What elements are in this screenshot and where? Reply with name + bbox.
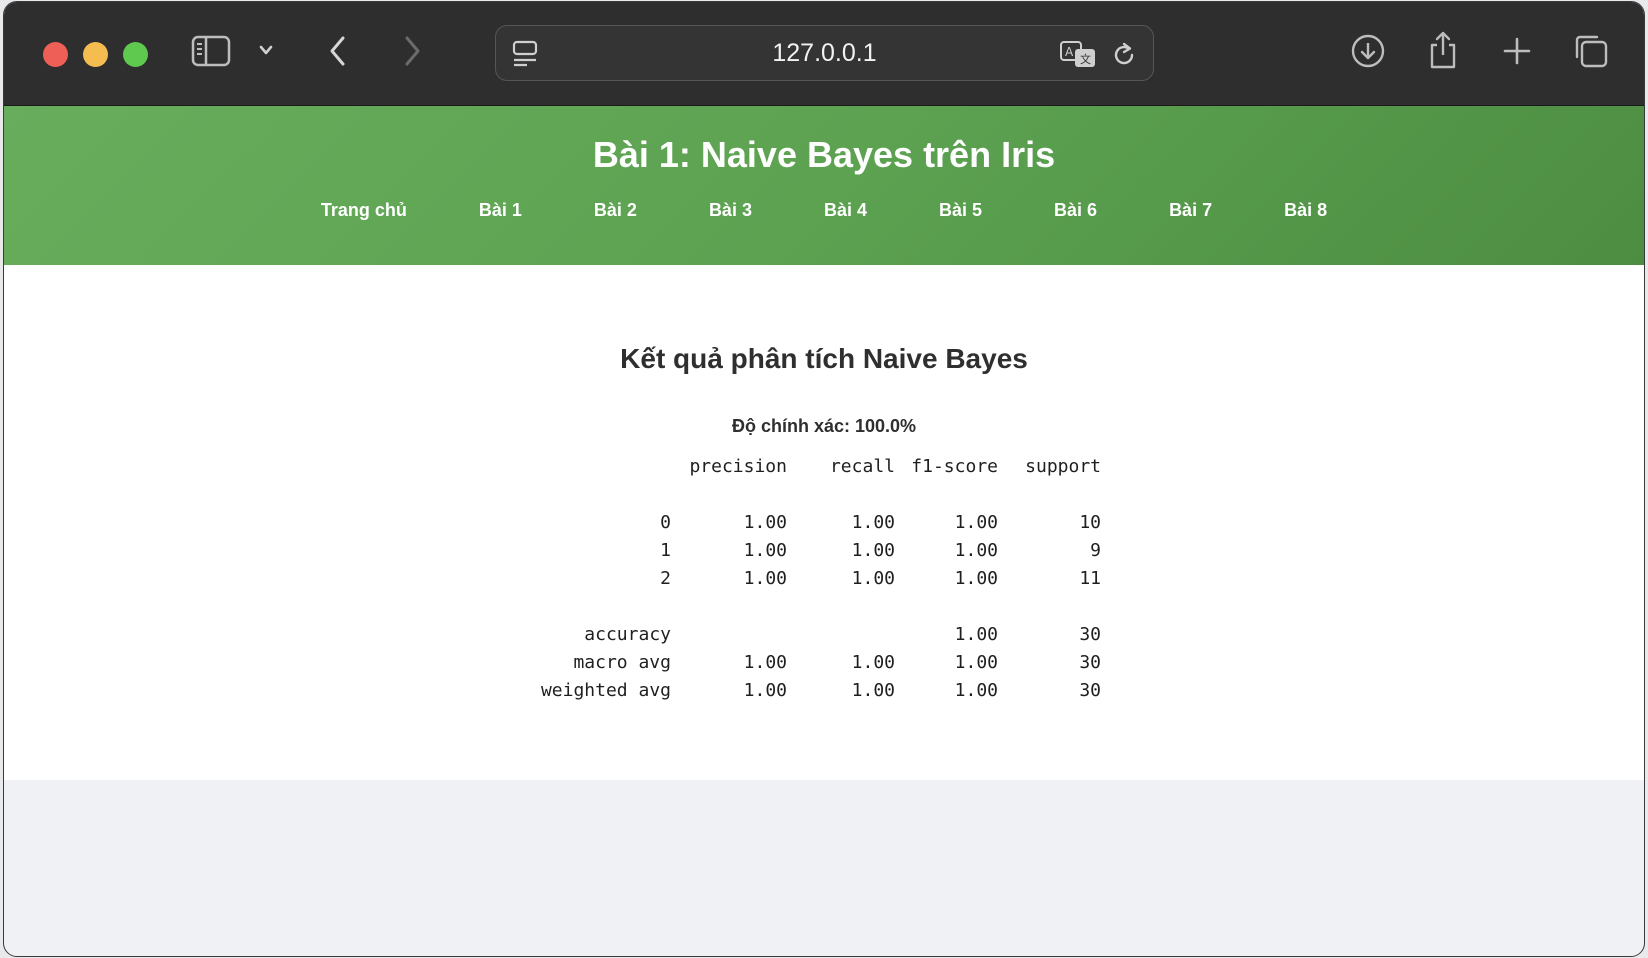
support-value: 30	[1079, 624, 1101, 645]
support-value: 30	[1079, 652, 1101, 673]
recall-value: 1.00	[851, 512, 895, 533]
row-label: 0	[660, 512, 671, 533]
recall-value: 1.00	[851, 680, 895, 701]
report-summary-row: weighted avg 1.00 1.00 1.00 30	[537, 677, 1137, 705]
forward-arrow-icon[interactable]	[400, 34, 424, 68]
support-value: 30	[1079, 680, 1101, 701]
minimize-window-button[interactable]	[83, 42, 108, 67]
new-tab-icon[interactable]	[1500, 34, 1534, 68]
recall-value: 1.00	[851, 652, 895, 673]
precision-value: 1.00	[743, 540, 787, 561]
tab-overview-icon[interactable]	[1572, 33, 1610, 69]
report-spacer	[537, 593, 1137, 621]
report-row: 1 1.00 1.00 1.00 9	[537, 537, 1137, 565]
f1-value: 1.00	[954, 652, 998, 673]
row-label: weighted avg	[540, 680, 671, 701]
nav-link-bai-2[interactable]: Bài 2	[593, 200, 637, 220]
nav-link-bai-5[interactable]: Bài 5	[939, 200, 983, 220]
site-header: Bài 1: Naive Bayes trên Iris Trang chủ B…	[4, 106, 1644, 265]
col-header-support: support	[1025, 456, 1101, 477]
nav-link-home[interactable]: Trang chủ	[320, 200, 407, 220]
row-label: 1	[660, 540, 671, 561]
url-text[interactable]: 127.0.0.1	[772, 39, 877, 67]
svg-text:A: A	[1065, 45, 1074, 59]
report-spacer	[537, 481, 1137, 509]
col-header-f1-score: f1-score	[911, 456, 998, 477]
reload-icon[interactable]	[1108, 39, 1140, 71]
col-header-recall: recall	[829, 456, 895, 477]
report-row: 2 1.00 1.00 1.00 11	[537, 565, 1137, 593]
nav-link-bai-8[interactable]: Bài 8	[1284, 200, 1328, 220]
nav-link-bai-7[interactable]: Bài 7	[1169, 200, 1213, 220]
precision-value: 1.00	[743, 652, 787, 673]
col-header-precision: precision	[689, 456, 787, 477]
site-title: Bài 1: Naive Bayes trên Iris	[592, 134, 1056, 175]
site-nav: Trang chủ Bài 1 Bài 2 Bài 3 Bài 4 Bài 5 …	[4, 200, 1644, 221]
sidebar-toggle-icon[interactable]	[190, 34, 232, 68]
row-label: accuracy	[584, 624, 671, 645]
chevron-down-icon[interactable]	[256, 40, 276, 60]
nav-link-bai-4[interactable]: Bài 4	[823, 200, 867, 220]
share-icon[interactable]	[1426, 30, 1460, 70]
download-icon[interactable]	[1350, 33, 1386, 69]
precision-value: 1.00	[743, 568, 787, 589]
precision-value: 1.00	[743, 680, 787, 701]
report-summary-row: accuracy 1.00 30	[537, 621, 1137, 649]
result-title: Kết quả phân tích Naive Bayes	[620, 343, 1028, 374]
support-value: 11	[1079, 568, 1101, 589]
recall-value: 1.00	[851, 540, 895, 561]
support-value: 10	[1079, 512, 1101, 533]
nav-link-bai-1[interactable]: Bài 1	[478, 200, 522, 220]
nav-link-bai-3[interactable]: Bài 3	[708, 200, 752, 220]
classification-report: precision recall f1-score support 0 1.00…	[537, 453, 1137, 705]
report-summary-row: macro avg 1.00 1.00 1.00 30	[537, 649, 1137, 677]
nav-link-bai-6[interactable]: Bài 6	[1054, 200, 1098, 220]
f1-value: 1.00	[954, 540, 998, 561]
accuracy-text: Độ chính xác: 100.0%	[731, 416, 917, 436]
svg-text:文: 文	[1080, 52, 1091, 66]
f1-value: 1.00	[954, 680, 998, 701]
back-arrow-icon[interactable]	[326, 34, 350, 68]
precision-value: 1.00	[743, 512, 787, 533]
f1-value: 1.00	[954, 568, 998, 589]
page-menu-icon[interactable]	[510, 39, 540, 69]
zoom-window-button[interactable]	[123, 42, 148, 67]
f1-value: 1.00	[954, 624, 998, 645]
support-value: 9	[1090, 540, 1101, 561]
close-window-button[interactable]	[43, 42, 68, 67]
row-label: macro avg	[573, 652, 671, 673]
report-header-row: precision recall f1-score support	[537, 453, 1137, 481]
result-card: Kết quả phân tích Naive Bayes Độ chính x…	[4, 265, 1644, 780]
report-row: 0 1.00 1.00 1.00 10	[537, 509, 1137, 537]
row-label: 2	[660, 568, 671, 589]
recall-value: 1.00	[851, 568, 895, 589]
f1-value: 1.00	[954, 512, 998, 533]
